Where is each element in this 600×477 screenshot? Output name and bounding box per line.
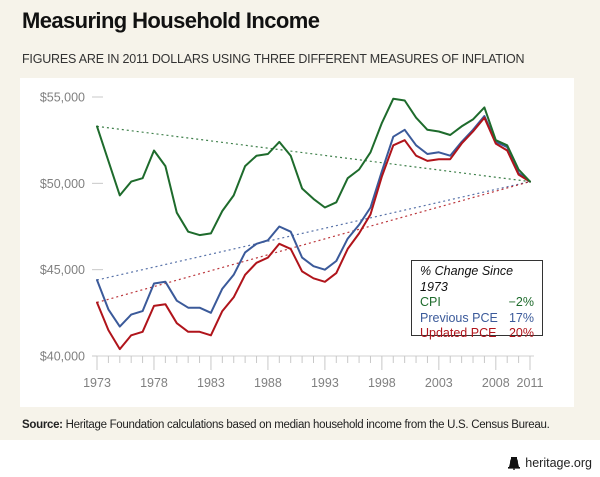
x-axis: 1973 1978 1983 1988 1993 1998 2003 2008 2011: [83, 355, 544, 390]
chart-title: Measuring Household Income: [22, 8, 320, 33]
trend-line-cpi: [96, 125, 531, 183]
legend-label-cpi: CPI: [420, 295, 441, 309]
legend-label-updated-pce: Updated PCE: [420, 326, 497, 340]
x-tick-label: 2008: [482, 376, 510, 390]
legend: % Change Since 1973 CPI −2% Previous PCE…: [411, 260, 543, 340]
series-lines: [96, 97, 531, 351]
legend-value-previous-pce: 17%: [508, 310, 534, 325]
legend-item-previous-pce: Previous PCE 17%: [420, 311, 534, 327]
x-tick-label: 1983: [197, 376, 225, 390]
legend-item-updated-pce: Updated PCE 20%: [420, 326, 534, 342]
x-tick-label: 1998: [368, 376, 396, 390]
line-chart: $40,000 $45,000 $50,000 $55,000 1973 1978 198…: [40, 91, 544, 391]
series-line-updated-pce: [96, 116, 531, 351]
legend-title: % Change Since 1973: [420, 264, 514, 294]
plot-panel: [20, 78, 574, 407]
x-tick-label: 2011: [517, 376, 544, 390]
site-link[interactable]: heritage.org: [525, 456, 592, 470]
x-tick-label: 1988: [254, 376, 282, 390]
x-tick-label: 1978: [140, 376, 168, 390]
source-note: Source: Heritage Foundation calculations…: [22, 419, 550, 431]
trend-line-previous-pce: [96, 181, 531, 281]
liberty-bell-icon: [508, 456, 521, 470]
x-tick-label: 2003: [425, 376, 453, 390]
y-tick-label: $55,000: [40, 91, 85, 105]
series-line-cpi: [96, 97, 531, 237]
legend-item-cpi: CPI −2%: [420, 295, 534, 311]
x-tick-label: 1993: [311, 376, 339, 390]
y-tick-label: $45,000: [40, 263, 85, 277]
series-line-previous-pce: [96, 115, 531, 328]
legend-value-updated-pce: 20%: [508, 326, 534, 340]
footer: heritage.org: [507, 456, 592, 470]
legend-value-cpi: −2%: [508, 295, 534, 309]
trend-lines: [96, 125, 531, 304]
source-label: Source:: [22, 419, 63, 431]
chart-subtitle: FIGURES ARE IN 2011 DOLLARS USING THREE …: [22, 52, 525, 66]
legend-label-previous-pce: Previous PCE: [420, 310, 498, 325]
source-text: Heritage Foundation calculations based o…: [62, 419, 550, 431]
x-tick-label: 1973: [83, 376, 111, 390]
y-axis: $40,000 $45,000 $50,000 $55,000: [40, 91, 103, 364]
chart-card: Measuring Household Income FIGURES ARE I…: [0, 0, 600, 440]
y-tick-label: $50,000: [40, 177, 85, 191]
y-tick-label: $40,000: [40, 350, 85, 364]
